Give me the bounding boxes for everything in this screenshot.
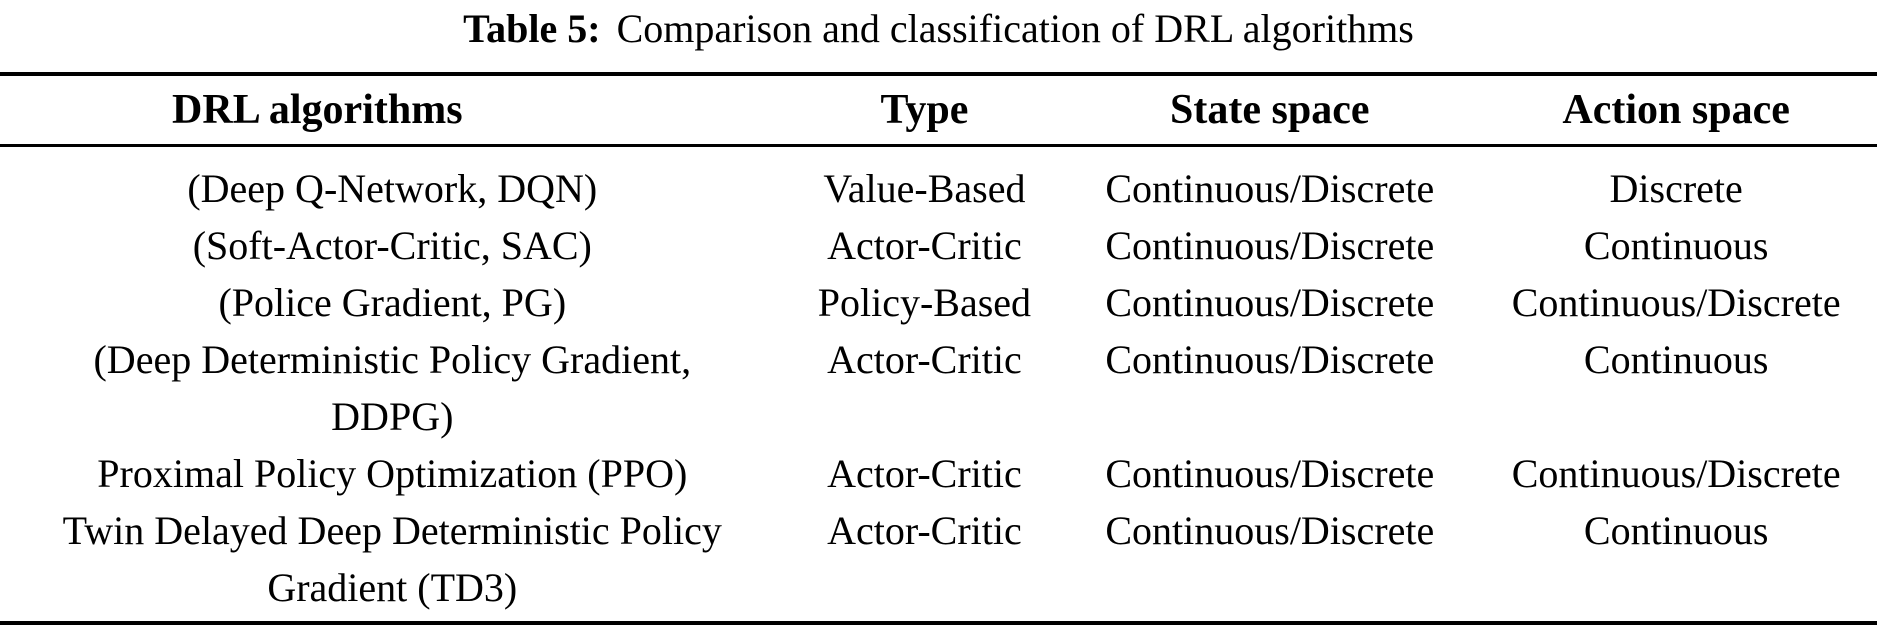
table-caption-label: Table 5: [463,6,601,51]
column-header-drl-algorithms: DRL algorithms [0,74,785,147]
drl-comparison-table: DRL algorithms Type State space Action s… [0,72,1877,625]
table-header: DRL algorithms Type State space Action s… [0,74,1877,147]
table-row: (Soft-Actor-Critic, SAC) Actor-Critic Cont… [0,217,1877,274]
cell-drl-algorithm: Proximal Policy Optimization (PPO) [97,451,688,496]
cell-action-space: Continuous [1583,223,1769,268]
table-row: (Police Gradient, PG) Policy-Based Continu… [0,274,1877,331]
header-row: DRL algorithms Type State space Action s… [0,74,1877,147]
cell-type: Actor-Critic [827,508,1022,553]
cell-action-space: Continuous [1583,508,1769,553]
cell-drl-algorithm: (Police Gradient, PG) [218,280,567,325]
table-row: (Deep Q-Network, DQN) Value-Based Continuo… [0,146,1877,218]
column-header-action-space: Action space [1475,74,1877,147]
cell-type: Value-Based [823,166,1026,211]
cell-state-space: Continuous/Discrete [1105,451,1435,496]
cell-state-space: Continuous/Discrete [1105,223,1435,268]
cell-state-space: Continuous/Discrete [1105,166,1435,211]
cell-state-space: Continuous/Discrete [1105,280,1435,325]
cell-action-space: Continuous [1583,337,1769,382]
cell-state-space: Continuous/Discrete [1105,508,1435,553]
cell-drl-algorithm: (Deep Deterministic Policy Gradient, DDP… [93,337,692,439]
cell-drl-algorithm: (Deep Q-Network, DQN) [187,166,598,211]
cell-type: Actor-Critic [827,337,1022,382]
table-row: (Deep Deterministic Policy Gradient, DDP… [0,331,1877,445]
column-header-type: Type [784,74,1065,147]
table-row: Twin Delayed Deep Deterministic Policy G… [0,502,1877,623]
table-row: Proximal Policy Optimization (PPO) Actor-… [0,445,1877,502]
cell-drl-algorithm: (Soft-Actor-Critic, SAC) [192,223,592,268]
cell-type: Actor-Critic [827,223,1022,268]
table-caption: Table 5: Comparison and classification of… [0,0,1877,52]
cell-type: Policy-Based [817,280,1032,325]
cell-action-space: Continuous/Discrete [1511,280,1841,325]
column-header-state-space: State space [1064,74,1476,147]
cell-state-space: Continuous/Discrete [1105,337,1435,382]
cell-drl-algorithm: Twin Delayed Deep Deterministic Policy G… [62,508,722,610]
cell-action-space: Discrete [1609,166,1743,211]
table-body: (Deep Q-Network, DQN) Value-Based Continuo… [0,146,1877,624]
cell-action-space: Continuous/Discrete [1511,451,1841,496]
cell-type: Actor-Critic [827,451,1022,496]
table-caption-text: Comparison and classification of DRL alg… [616,6,1414,51]
